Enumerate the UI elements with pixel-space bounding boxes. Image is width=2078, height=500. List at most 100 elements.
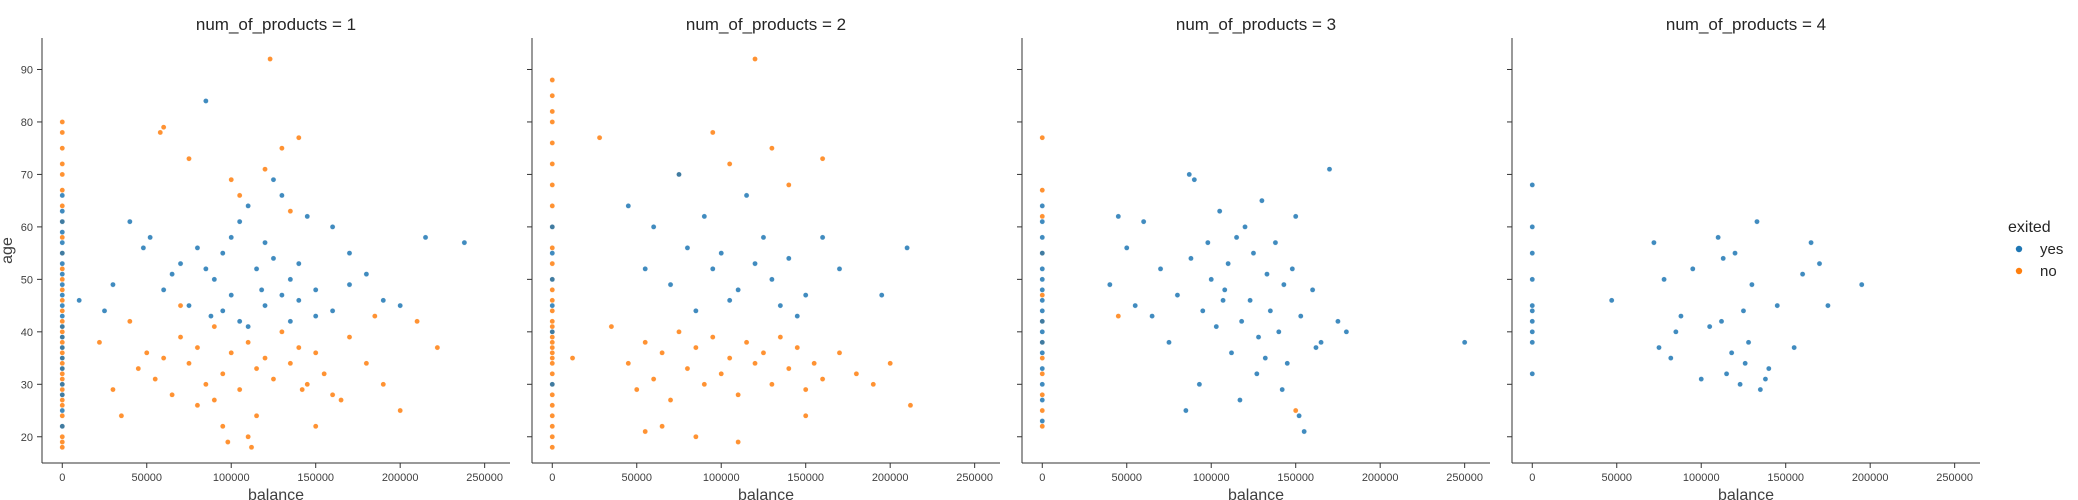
data-point xyxy=(769,145,775,151)
data-point xyxy=(1279,386,1285,393)
data-point xyxy=(794,313,801,319)
x-tick-label: 250000 xyxy=(1446,472,1483,484)
data-point xyxy=(1718,318,1725,325)
data-point xyxy=(786,182,792,188)
data-point xyxy=(904,245,910,251)
data-point xyxy=(819,155,826,162)
data-point xyxy=(59,318,66,325)
data-point xyxy=(59,218,66,225)
x-axis-label: balance xyxy=(1228,487,1284,500)
data-point xyxy=(549,318,556,325)
facet-panel: num_of_products = 3 0 50000 100000 150000 200… xyxy=(1017,15,1490,500)
data-point xyxy=(1039,329,1046,335)
data-point xyxy=(152,376,158,382)
data-point xyxy=(312,423,319,430)
legend-label: no xyxy=(2040,263,2057,280)
data-point xyxy=(59,203,66,209)
data-point xyxy=(1039,287,1046,293)
data-point xyxy=(726,355,733,361)
data-point xyxy=(836,266,843,272)
data-point xyxy=(1039,187,1046,193)
data-point xyxy=(270,176,277,183)
data-point xyxy=(186,155,192,162)
data-point xyxy=(836,350,843,356)
data-point xyxy=(279,145,285,151)
data-point xyxy=(1221,287,1228,293)
data-point xyxy=(1825,302,1831,309)
data-point xyxy=(211,276,218,283)
data-point xyxy=(726,297,733,304)
data-point xyxy=(1039,318,1046,325)
data-point xyxy=(329,391,336,398)
data-point xyxy=(1762,376,1769,382)
data-point xyxy=(59,397,66,403)
data-point xyxy=(1188,255,1194,262)
data-point xyxy=(853,371,860,377)
y-tick-label: 60 xyxy=(21,222,33,234)
series-yes xyxy=(59,98,468,430)
data-point xyxy=(279,329,285,335)
data-point xyxy=(59,376,66,382)
data-point xyxy=(59,119,66,125)
data-point xyxy=(549,344,556,351)
data-point xyxy=(1335,318,1341,325)
data-point xyxy=(203,381,209,388)
data-point xyxy=(59,260,66,267)
data-point xyxy=(1737,381,1743,388)
data-point xyxy=(228,292,235,298)
data-point xyxy=(1039,371,1046,377)
data-point xyxy=(1228,350,1235,356)
data-point xyxy=(1292,213,1299,220)
data-point xyxy=(549,161,556,167)
data-point xyxy=(1157,266,1164,272)
data-point xyxy=(549,119,556,125)
data-point xyxy=(1678,313,1684,319)
data-point xyxy=(1115,313,1122,319)
data-point xyxy=(1220,297,1226,304)
data-point xyxy=(1255,334,1262,340)
x-tick-label: 150000 xyxy=(787,472,824,484)
series-yes xyxy=(1039,166,1468,435)
data-point xyxy=(59,271,66,277)
data-point xyxy=(667,397,674,403)
data-point xyxy=(1668,355,1674,361)
data-point xyxy=(262,239,268,246)
data-point xyxy=(101,308,108,314)
data-point xyxy=(794,344,801,351)
data-point xyxy=(1292,407,1299,414)
data-point xyxy=(709,266,716,272)
data-point xyxy=(219,423,226,430)
data-point xyxy=(203,266,209,272)
x-tick-label: 200000 xyxy=(1362,472,1399,484)
data-point xyxy=(549,260,556,267)
data-point xyxy=(262,166,268,172)
x-tick-label: 200000 xyxy=(1852,472,1889,484)
data-point xyxy=(228,234,235,241)
data-point xyxy=(270,376,277,382)
data-point xyxy=(549,287,556,293)
data-point xyxy=(304,213,311,220)
data-point xyxy=(1039,418,1046,424)
data-point xyxy=(59,444,66,451)
data-point xyxy=(1297,313,1304,319)
data-point xyxy=(1039,350,1046,356)
data-point xyxy=(59,129,66,136)
data-point xyxy=(1237,397,1243,403)
data-point xyxy=(1216,208,1223,214)
data-point xyxy=(549,391,556,398)
x-axis-label: balance xyxy=(248,487,304,500)
data-point xyxy=(177,334,184,340)
data-point xyxy=(1745,339,1752,346)
data-point xyxy=(59,171,66,178)
data-point xyxy=(1791,344,1797,351)
data-point xyxy=(59,433,66,440)
data-point xyxy=(1343,329,1350,335)
data-point xyxy=(312,350,319,356)
data-point xyxy=(1723,371,1730,377)
data-point xyxy=(270,255,277,262)
data-point xyxy=(296,260,302,267)
data-point xyxy=(211,397,218,403)
series-yes xyxy=(549,171,910,388)
data-point xyxy=(549,92,556,99)
data-point xyxy=(225,439,231,445)
